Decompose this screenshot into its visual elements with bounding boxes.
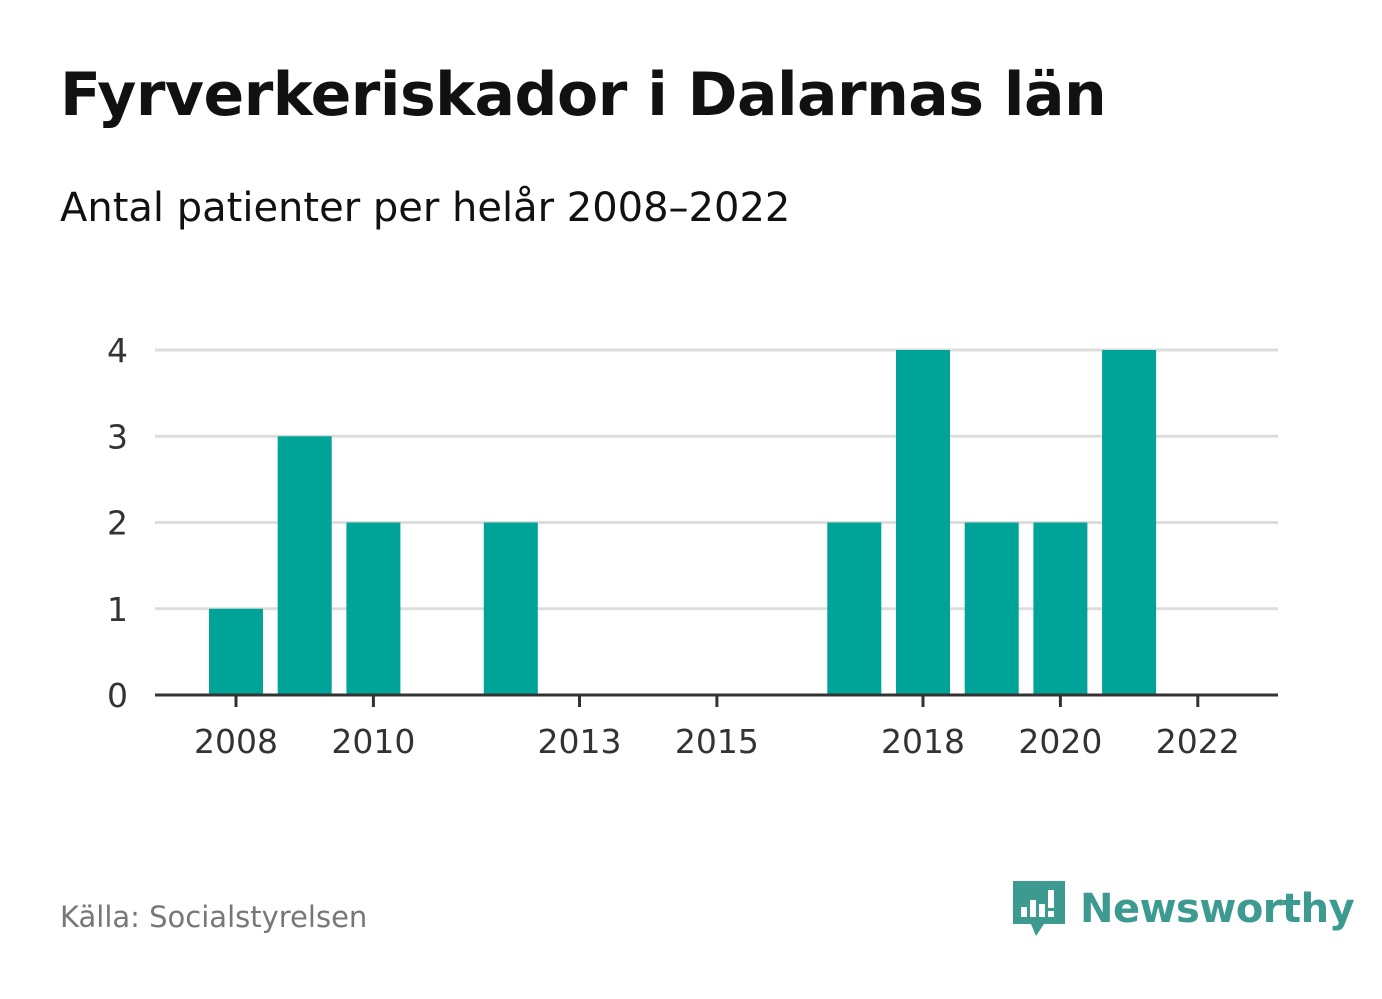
- y-tick-label: 3: [107, 417, 128, 456]
- bar-2021: [1102, 350, 1157, 695]
- x-tick-label: 2010: [331, 722, 415, 761]
- gridlines: [155, 348, 1278, 611]
- bar-2010: [346, 522, 401, 695]
- bar-2017: [827, 522, 882, 695]
- y-tick-label: 4: [107, 331, 128, 370]
- chart-subtitle: Antal patienter per helår 2008–2022: [60, 185, 791, 231]
- chart-title: Fyrverkeriskador i Dalarnas län: [60, 60, 1107, 130]
- y-tick-label: 1: [107, 590, 128, 629]
- bars: [209, 350, 1157, 695]
- x-tick-label: 2008: [194, 722, 278, 761]
- bar-2009: [277, 436, 332, 695]
- bar-2019: [964, 522, 1019, 695]
- y-tick-label: 0: [107, 676, 128, 715]
- bar-2008: [209, 608, 263, 695]
- bar-2018: [896, 350, 950, 695]
- x-tick-label: 2022: [1156, 722, 1240, 761]
- newsworthy-logo-icon: [1013, 881, 1065, 936]
- axes: 0 1 2 3 4 2008 2010 2013 2015 2018 2020 2022: [107, 331, 1278, 761]
- bar-2012: [483, 522, 538, 695]
- x-tick-label: 2013: [538, 722, 622, 761]
- x-tick-label: 2020: [1018, 722, 1102, 761]
- x-tick-label: 2018: [881, 722, 965, 761]
- brand-logo: Newsworthy: [1010, 878, 1355, 940]
- y-tick-label: 2: [107, 504, 128, 543]
- brand-name: Newsworthy: [1080, 886, 1355, 932]
- bar-2020: [1033, 522, 1088, 695]
- source-note: Källa: Socialstyrelsen: [60, 900, 368, 934]
- x-tick-label: 2015: [675, 722, 759, 761]
